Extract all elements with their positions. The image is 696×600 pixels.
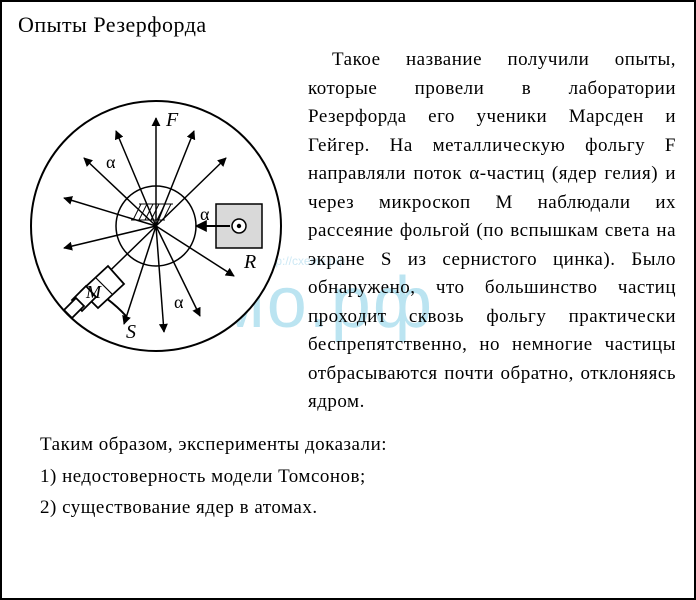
rutherford-diagram: Fα α α R S M — [16, 76, 296, 376]
conclusion-item-2: 2) существование ядер в атомах. — [16, 494, 676, 523]
page-title: Опыты Резерфорда — [18, 12, 676, 38]
svg-text:M: M — [85, 282, 102, 302]
conclusion-intro: Таким образом, эксперименты доказали: — [16, 431, 676, 460]
svg-text:α: α — [106, 152, 116, 172]
content-row: Fα α α R S M Такое название получили опыты, к… — [16, 46, 676, 425]
svg-text:R: R — [243, 251, 256, 273]
main-paragraph: Такое название получили опыты, которые п… — [308, 46, 676, 417]
page-frame: Схемо.рф http://схемо.рф Опыты Резерфорд… — [0, 0, 696, 600]
svg-text:α: α — [174, 292, 184, 312]
conclusion-item-1: 1) недостоверность модели Томсонов; — [16, 463, 676, 492]
text-column: Такое название получили опыты, которые п… — [308, 46, 676, 425]
svg-text:α: α — [200, 204, 210, 224]
conclusion-block: Таким образом, эксперименты доказали: 1)… — [16, 431, 676, 523]
svg-text:S: S — [126, 321, 136, 343]
svg-text:F: F — [165, 109, 179, 131]
